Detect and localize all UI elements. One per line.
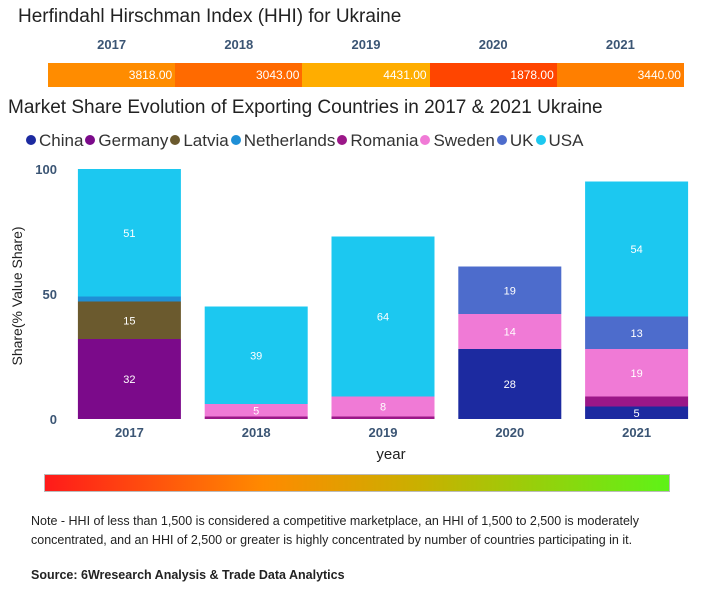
bar-segment xyxy=(585,406,689,419)
x-tick-label: 2018 xyxy=(242,425,271,440)
bar-segment xyxy=(331,236,435,397)
bar-data-label: 19 xyxy=(630,368,642,380)
bar-data-label: 28 xyxy=(504,379,516,391)
legend-label: Sweden xyxy=(433,131,495,150)
stacked-bar-chart: 0 50 100 Share(% Value Share) 32 15 51 2017 5 39 2… xyxy=(9,162,689,463)
y-tick-label: 50 xyxy=(43,287,57,302)
y-tick-label: 100 xyxy=(35,162,57,177)
legend-marker-icon xyxy=(337,135,348,145)
bar-data-label: 64 xyxy=(377,312,389,324)
bar-data-label: 8 xyxy=(380,402,386,414)
bar-segment xyxy=(204,416,308,419)
hhi-year-label: 2021 xyxy=(605,37,635,52)
hhi-year-label: 2018 xyxy=(224,37,254,52)
hhi-year-label: 2019 xyxy=(351,37,381,52)
hhi-value-cell: 3043.00 xyxy=(175,63,303,87)
bar-segment xyxy=(204,306,308,404)
chart-legend: China Germany Latvia Netherlands Romania Swed… xyxy=(26,131,585,153)
bar-data-label: 14 xyxy=(504,327,516,339)
legend-marker-icon xyxy=(535,135,546,145)
x-tick-label: 2019 xyxy=(369,425,398,440)
bar-data-label: 54 xyxy=(630,244,642,256)
legend-label: Germany xyxy=(98,131,169,150)
legend-item: UK xyxy=(496,131,534,151)
x-tick-label: 2020 xyxy=(495,425,524,440)
bar-segment xyxy=(458,266,562,314)
bar-segment xyxy=(77,339,181,419)
legend-marker-icon xyxy=(420,135,431,145)
legend-marker-icon xyxy=(496,135,507,145)
bar-data-label: 51 xyxy=(123,228,135,240)
hhi-year-row: 2017 2018 2019 2020 2021 xyxy=(48,37,684,55)
bar-segment xyxy=(458,314,562,349)
bar-data-label: 13 xyxy=(630,328,642,340)
x-tick-label: 2017 xyxy=(115,425,144,440)
hhi-value-bar: 3818.00 3043.00 4431.00 1878.00 3440.00 xyxy=(48,63,684,87)
legend-label: UK xyxy=(509,131,534,150)
bar-segment xyxy=(585,349,689,397)
bar-data-label: 5 xyxy=(253,405,259,417)
legend-item: Sweden xyxy=(420,131,495,151)
y-tick-label: 0 xyxy=(50,412,57,427)
bar-segment xyxy=(585,396,689,407)
bar-data-label: 39 xyxy=(250,350,262,362)
hhi-title: Herfindahl Hirschman Index (HHI) for Ukr… xyxy=(18,6,402,27)
hhi-value-cell: 4431.00 xyxy=(302,63,430,87)
legend-item: Latvia xyxy=(170,131,229,151)
x-tick-label: 2021 xyxy=(622,425,651,440)
legend-item: China xyxy=(26,131,83,151)
legend-label: Netherlands xyxy=(243,131,336,150)
bar-segment xyxy=(331,396,435,417)
bar-segment xyxy=(77,169,181,297)
hhi-value-cell: 3440.00 xyxy=(556,63,684,87)
legend-label: Latvia xyxy=(183,131,229,150)
hhi-value-cell: 1878.00 xyxy=(429,63,557,87)
bar-segment xyxy=(204,404,308,417)
legend-marker-icon xyxy=(170,135,181,145)
legend-label: China xyxy=(39,131,84,150)
legend-item: Germany xyxy=(85,131,168,151)
hhi-value-cell: 3818.00 xyxy=(48,63,176,87)
note-text: Note - HHI of less than 1,500 is conside… xyxy=(31,514,639,547)
bar-data-label: 32 xyxy=(123,374,135,386)
bar-segment xyxy=(331,416,435,419)
bar-segment xyxy=(458,349,562,419)
legend-item: Romania xyxy=(337,131,418,151)
bar-data-label: 5 xyxy=(634,408,640,420)
bar-segment xyxy=(585,181,689,317)
bar-segment xyxy=(585,316,689,349)
legend-marker-icon xyxy=(85,135,96,145)
legend-marker-icon xyxy=(230,135,241,145)
x-axis-label: year xyxy=(376,446,405,463)
hhi-year-label: 2017 xyxy=(97,37,127,52)
legend-marker-icon xyxy=(26,135,36,145)
source-text: Source: 6Wresearch Analysis & Trade Data… xyxy=(31,568,345,582)
bar-data-label: 19 xyxy=(504,285,516,297)
hhi-year-label: 2020 xyxy=(478,37,508,52)
hhi-color-scale xyxy=(44,474,670,492)
bar-segment xyxy=(77,296,181,302)
bar-segment xyxy=(77,301,181,339)
bar-data-label: 15 xyxy=(123,315,135,327)
legend-item: USA xyxy=(535,131,584,151)
y-axis-label: Share(% Value Share) xyxy=(9,226,25,365)
legend-label: Romania xyxy=(350,131,419,150)
legend-label: USA xyxy=(548,131,584,150)
chart-title: Market Share Evolution of Exporting Coun… xyxy=(8,97,603,118)
legend-item: Netherlands xyxy=(230,131,336,151)
